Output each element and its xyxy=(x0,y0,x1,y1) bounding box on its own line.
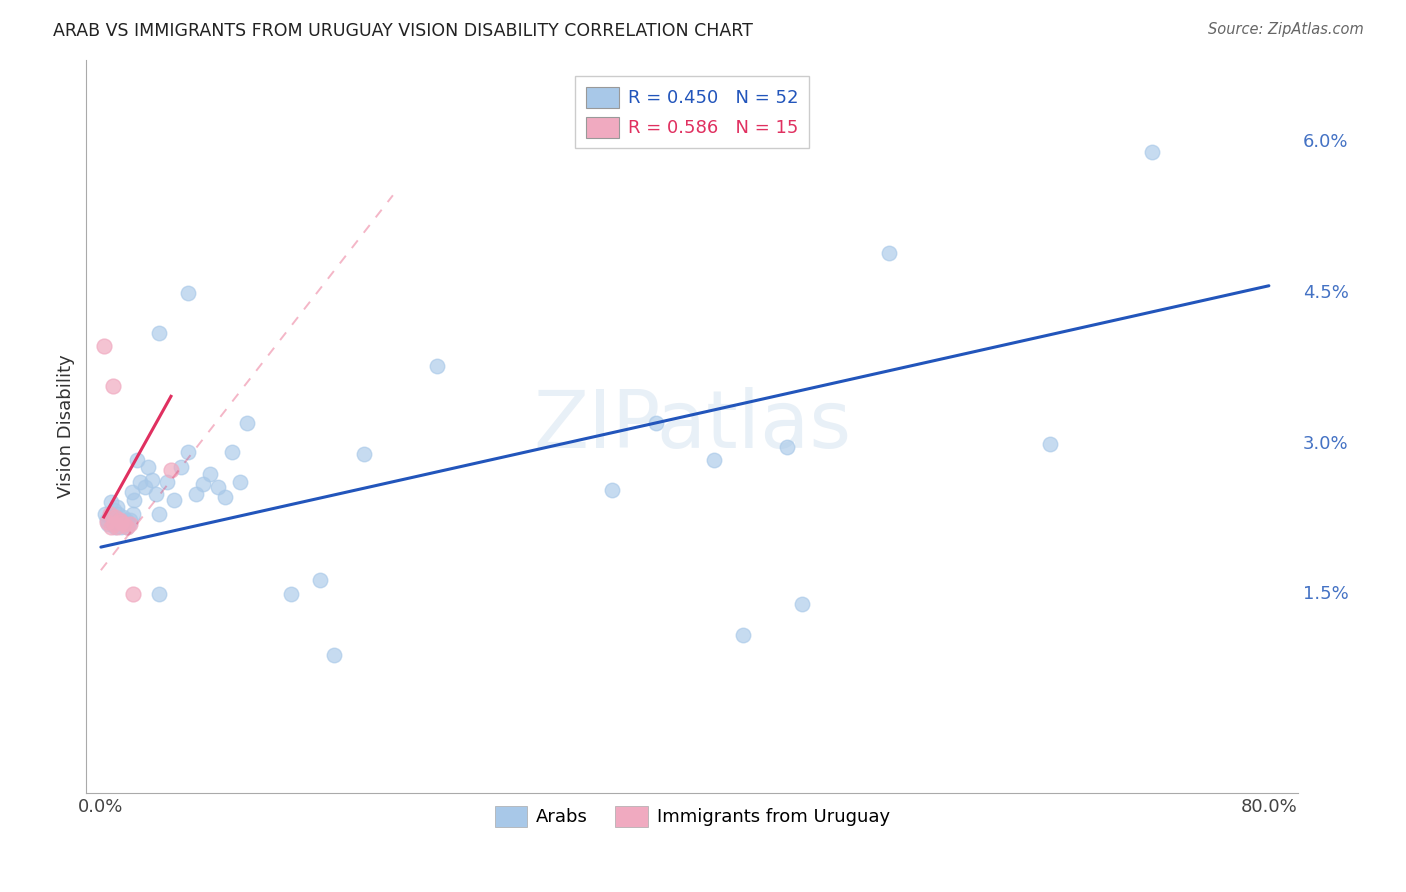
Point xyxy=(776,440,799,454)
Point xyxy=(353,447,375,461)
Point xyxy=(96,513,118,527)
Point xyxy=(98,510,121,524)
Point xyxy=(177,444,200,458)
Point xyxy=(221,444,243,458)
Point xyxy=(184,487,207,501)
Point xyxy=(124,492,146,507)
Point xyxy=(207,480,229,494)
Point xyxy=(117,516,139,531)
Point xyxy=(110,515,132,529)
Point xyxy=(100,495,122,509)
Point xyxy=(103,516,125,531)
Point xyxy=(111,510,134,524)
Point xyxy=(122,507,145,521)
Point xyxy=(877,245,900,260)
Point xyxy=(101,516,124,531)
Text: Source: ZipAtlas.com: Source: ZipAtlas.com xyxy=(1208,22,1364,37)
Point xyxy=(214,490,236,504)
Point xyxy=(145,487,167,501)
Point xyxy=(93,339,115,353)
Y-axis label: Vision Disability: Vision Disability xyxy=(58,355,75,499)
Point xyxy=(114,513,136,527)
Point xyxy=(112,516,135,531)
Point xyxy=(107,507,129,521)
Point xyxy=(115,520,138,534)
Point xyxy=(148,326,170,340)
Point xyxy=(101,379,124,393)
Point xyxy=(200,467,222,481)
Point xyxy=(104,510,127,524)
Point xyxy=(141,473,163,487)
Point xyxy=(160,463,183,477)
Text: ARAB VS IMMIGRANTS FROM URUGUAY VISION DISABILITY CORRELATION CHART: ARAB VS IMMIGRANTS FROM URUGUAY VISION D… xyxy=(53,22,754,40)
Point xyxy=(104,520,127,534)
Point xyxy=(122,587,145,601)
Point xyxy=(115,520,138,534)
Point xyxy=(112,516,135,531)
Point xyxy=(129,475,152,489)
Point xyxy=(148,507,170,521)
Point xyxy=(104,515,127,529)
Point xyxy=(120,516,142,531)
Point xyxy=(105,500,128,514)
Point xyxy=(703,452,725,467)
Point xyxy=(98,507,121,521)
Point xyxy=(103,503,125,517)
Point xyxy=(110,520,132,534)
Point xyxy=(280,587,302,601)
Point xyxy=(136,459,159,474)
Point xyxy=(1039,436,1062,450)
Point xyxy=(97,516,120,531)
Point xyxy=(120,513,142,527)
Point xyxy=(148,587,170,601)
Point xyxy=(1140,145,1163,159)
Point xyxy=(108,513,131,527)
Point xyxy=(94,507,117,521)
Point xyxy=(790,598,813,612)
Legend: Arabs, Immigrants from Uruguay: Arabs, Immigrants from Uruguay xyxy=(485,797,898,836)
Point xyxy=(163,492,186,507)
Point xyxy=(733,627,755,641)
Point xyxy=(121,484,143,499)
Point xyxy=(309,574,332,588)
Point xyxy=(236,417,259,431)
Point xyxy=(426,359,449,374)
Point xyxy=(155,475,177,489)
Point xyxy=(100,520,122,534)
Text: ZIPatlas: ZIPatlas xyxy=(533,387,851,466)
Point xyxy=(101,513,124,527)
Point xyxy=(228,475,250,489)
Point xyxy=(127,452,149,467)
Point xyxy=(170,459,193,474)
Point xyxy=(177,285,200,300)
Point xyxy=(108,515,131,529)
Point xyxy=(96,515,118,529)
Point xyxy=(323,648,346,662)
Point xyxy=(644,417,666,431)
Point xyxy=(600,483,623,497)
Point xyxy=(105,520,128,534)
Point xyxy=(191,476,214,491)
Point xyxy=(134,480,156,494)
